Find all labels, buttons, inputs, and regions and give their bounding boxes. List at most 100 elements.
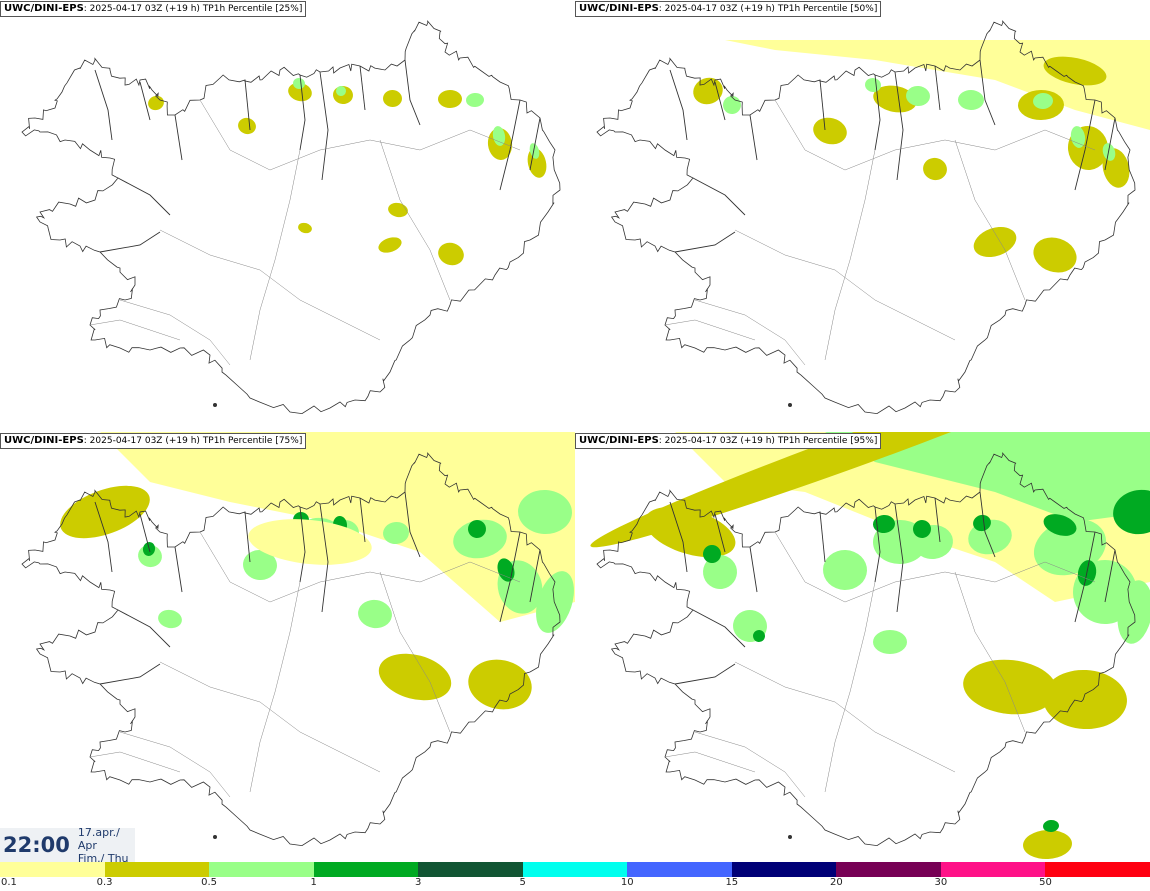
legend-swatch [836, 862, 941, 877]
valid-time: 22:00 [3, 833, 70, 857]
panel-title: UWC/DINI-EPS: 2025-04-17 03Z (+19 h) TP1… [575, 433, 882, 449]
fjord-line [1074, 99, 1096, 191]
legend-tick-label: 15 [725, 877, 739, 888]
fjord-line [529, 549, 541, 603]
valid-time-box: 22:00 17.apr./ Apr Fim./ Thu [0, 825, 135, 865]
fjord-line [404, 59, 421, 126]
precip-field [693, 40, 1150, 273]
island-marker [213, 403, 217, 407]
island-marker [788, 403, 792, 407]
boundary-line [119, 731, 231, 798]
boundary-line [89, 319, 181, 341]
island-marker [788, 835, 792, 839]
panel-title: UWC/DINI-EPS: 2025-04-17 03Z (+19 h) TP1… [0, 1, 307, 17]
legend-tick-label: 3 [414, 877, 422, 888]
legend-tick-label: 10 [620, 877, 634, 888]
legend-swatch [313, 862, 419, 877]
legend-swatch [522, 862, 628, 877]
legend-tick-label: 20 [829, 877, 843, 888]
boundary-line [249, 149, 301, 361]
boundary-line [664, 319, 756, 341]
fjord-line [99, 663, 161, 685]
fjord-line [692, 177, 746, 216]
island-marker [213, 835, 217, 839]
fjord-line [117, 177, 171, 216]
coastline [21, 20, 561, 415]
fjord-line [674, 231, 736, 253]
boundary-line [199, 531, 521, 603]
boundary-line [379, 139, 451, 301]
fjord-line [499, 99, 521, 191]
boundary-line [824, 149, 876, 361]
panel-title: UWC/DINI-EPS: 2025-04-17 03Z (+19 h) TP1… [0, 433, 307, 449]
fjord-line [299, 74, 306, 151]
legend-swatch [0, 862, 105, 877]
boundary-line [159, 661, 381, 773]
boundary-line [774, 531, 1096, 603]
fjord-line [669, 501, 688, 573]
fjord-line [894, 71, 904, 181]
fjord-line [894, 503, 904, 613]
fjord-line [529, 117, 541, 171]
legend-swatch [1045, 862, 1150, 877]
fjord-line [819, 511, 826, 563]
map-panel-p95: UWC/DINI-EPS: 2025-04-17 03Z (+19 h) TP1… [575, 432, 1150, 864]
legend-swatch [627, 862, 732, 877]
iceland-map [21, 432, 575, 847]
coastline [21, 452, 561, 847]
fjord-line [99, 231, 161, 253]
fjord-line [714, 513, 726, 553]
fjord-line [874, 506, 881, 583]
fjord-line [319, 503, 329, 613]
legend-tick-label: 1 [310, 877, 317, 888]
legend-swatch [940, 862, 1046, 877]
boundary-line [734, 229, 956, 341]
fjord-line [94, 69, 113, 141]
legend-swatch [418, 862, 523, 877]
valid-date: 17.apr./ Apr [77, 825, 120, 852]
legend-tick-label: 0.1 [1, 877, 17, 888]
fjord-line [979, 59, 996, 126]
fjord-line [819, 79, 826, 131]
legend-tick-label: 30 [934, 877, 948, 888]
fjord-line [174, 114, 183, 161]
map-panel-p25: UWC/DINI-EPS: 2025-04-17 03Z (+19 h) TP1… [0, 0, 575, 432]
boundary-line [824, 581, 876, 793]
fjord-line [139, 81, 151, 121]
boundary-line [664, 751, 756, 773]
valid-day: Fim./ Thu [77, 851, 129, 865]
fjord-line [934, 497, 941, 543]
iceland-landmass [597, 20, 1135, 414]
boundary-line [694, 731, 806, 798]
fjord-line [749, 114, 758, 161]
panel-title: UWC/DINI-EPS: 2025-04-17 03Z (+19 h) TP1… [575, 1, 882, 17]
fjord-line [1104, 117, 1116, 171]
legend-tick-label: 50 [1039, 877, 1052, 888]
fjord-line [1104, 549, 1116, 603]
boundary-line [954, 139, 1026, 301]
fjord-line [299, 506, 306, 583]
fjord-line [244, 511, 251, 563]
fjord-line [94, 501, 113, 573]
boundary-line [694, 299, 806, 366]
iceland-map [590, 432, 1150, 860]
map-panel-p75: UWC/DINI-EPS: 2025-04-17 03Z (+19 h) TP1… [0, 432, 575, 864]
fjord-line [692, 609, 746, 648]
iceland-map [596, 20, 1150, 415]
legend-swatch [104, 862, 210, 877]
boundary-line [249, 581, 301, 793]
legend-tick-label: 0.3 [96, 877, 113, 888]
map-panel-p50: UWC/DINI-EPS: 2025-04-17 03Z (+19 h) TP1… [575, 0, 1150, 432]
fjord-line [319, 71, 329, 181]
fjord-line [244, 79, 251, 131]
boundary-line [119, 299, 231, 366]
legend-swatch [209, 862, 314, 877]
boundary-line [774, 99, 1096, 171]
fjord-line [404, 491, 421, 558]
boundary-line [89, 751, 181, 773]
fjord-line [674, 663, 736, 685]
fjord-line [1074, 531, 1096, 623]
legend-tick-label: 5 [519, 877, 526, 888]
fjord-line [749, 546, 758, 593]
boundary-line [734, 661, 956, 773]
